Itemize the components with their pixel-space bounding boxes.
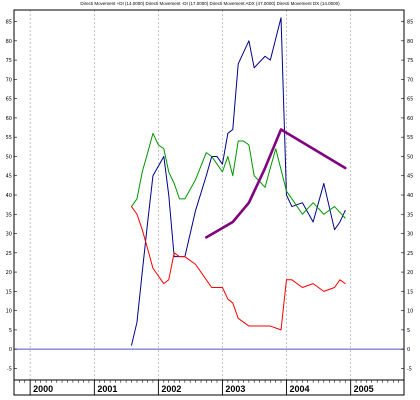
y-tick-label-left: 40 (6, 193, 12, 199)
y-tick-label-left: 15 (6, 289, 12, 295)
y-tick-label-left: 0 (9, 347, 12, 353)
y-tick-label-left: 60 (6, 116, 12, 122)
y-tick-label-right: 5 (407, 328, 410, 334)
y-tick-label-left: 10 (6, 309, 12, 315)
y-tick-label-left: 5 (9, 328, 12, 334)
plot-frame (13, 9, 405, 396)
y-tick-label-right: 60 (407, 116, 413, 122)
y-tick-label-right: 15 (407, 289, 413, 295)
y-tick-label-right: 70 (407, 77, 413, 83)
x-year-label: 2002 (161, 384, 181, 394)
series-line-3 (204, 128, 347, 239)
y-tick-label-right: 40 (407, 193, 413, 199)
y-tick-label-left: 30 (6, 232, 12, 238)
y-tick-label-left: 70 (6, 77, 12, 83)
y-tick-label-right: 0 (407, 347, 410, 353)
y-tick-label-left: 35 (6, 212, 12, 218)
y-tick-label-left: 25 (6, 251, 12, 257)
y-tick-label-left: 80 (6, 39, 12, 45)
y-tick-label-left: 45 (6, 174, 12, 180)
y-tick-label-left: 20 (6, 270, 12, 276)
y-tick-label-right: 25 (407, 251, 413, 257)
y-tick-label-right: 20 (407, 270, 413, 276)
chart-title: Directi Movement +DI (14.0000) Directi M… (80, 1, 340, 6)
y-tick-label-left: 55 (6, 135, 12, 141)
y-tick-label-right: 10 (407, 309, 413, 315)
x-year-label: 2005 (354, 384, 374, 394)
y-tick-label-left: -5 (7, 366, 12, 372)
y-tick-label-left: 50 (6, 154, 12, 160)
y-tick-label-right: 50 (407, 154, 413, 160)
y-tick-label-left: 75 (6, 58, 12, 64)
y-tick-label-right: 30 (407, 232, 413, 238)
x-year-label: 2003 (225, 384, 245, 394)
y-tick-label-right: 75 (407, 58, 413, 64)
y-tick-label-right: -5 (407, 366, 412, 372)
axes (13, 9, 405, 396)
y-tick-label-right: 85 (407, 20, 413, 26)
y-tick-label-left: 65 (6, 97, 12, 103)
x-year-label: 2001 (97, 384, 117, 394)
y-tick-label-right: 80 (407, 39, 413, 45)
y-tick-label-left: 85 (6, 20, 12, 26)
x-year-label: 2004 (289, 384, 309, 394)
y-tick-label-right: 45 (407, 174, 413, 180)
series-line-1 (131, 132, 346, 219)
y-tick-label-right: 55 (407, 135, 413, 141)
series-line-0 (131, 17, 346, 346)
grid (29, 10, 351, 380)
y-tick-label-right: 35 (407, 212, 413, 218)
series-lines (131, 17, 347, 346)
y-tick-label-right: 65 (407, 97, 413, 103)
x-year-label: 2000 (33, 384, 53, 394)
series-line-2 (131, 206, 346, 331)
